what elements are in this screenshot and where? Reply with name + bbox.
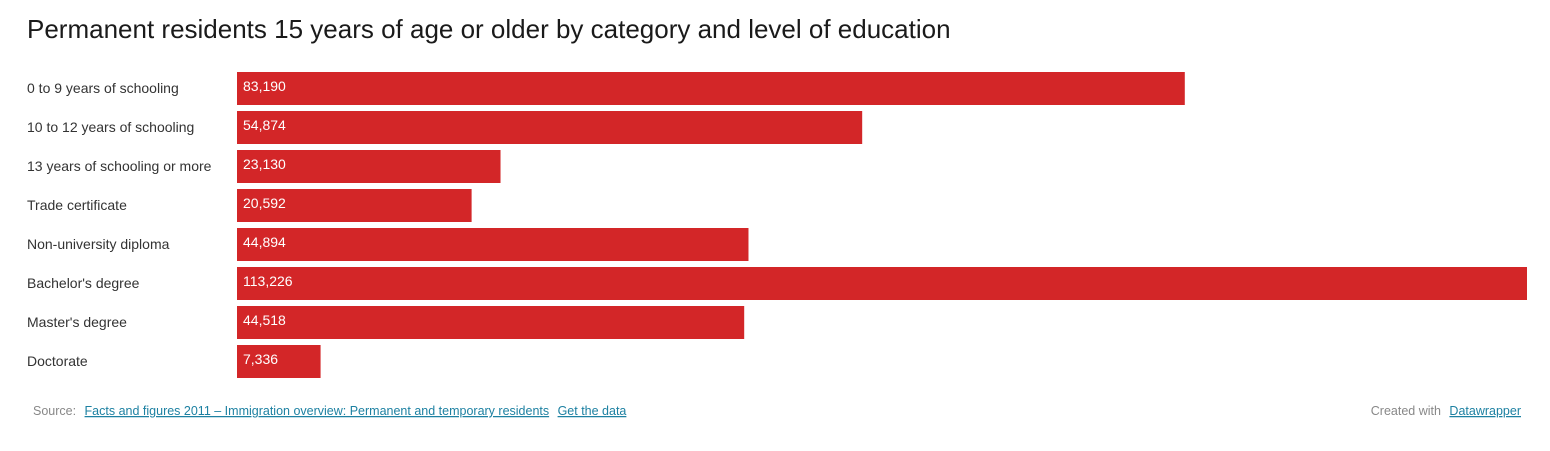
bar [237, 267, 1527, 300]
bar [237, 189, 472, 222]
category-label: 13 years of schooling or more [27, 158, 212, 174]
value-label: 113,226 [243, 273, 293, 289]
category-label: 10 to 12 years of schooling [27, 119, 194, 135]
chart-title: Permanent residents 15 years of age or o… [27, 14, 951, 44]
value-label: 44,894 [243, 234, 286, 250]
value-label: 20,592 [243, 195, 286, 211]
value-label: 54,874 [243, 117, 286, 133]
category-label: Non-university diploma [27, 236, 170, 252]
bar [237, 345, 321, 378]
footer: Source: Facts and figures 2011 – Immigra… [33, 403, 626, 420]
category-label: Bachelor's degree [27, 275, 140, 291]
credit-label: Created with [1371, 404, 1441, 418]
data-link[interactable]: Get the data [558, 404, 627, 418]
category-label: Master's degree [27, 314, 127, 330]
value-label: 83,190 [243, 78, 286, 94]
source-link[interactable]: Facts and figures 2011 – Immigration ove… [85, 404, 550, 418]
bar [237, 111, 863, 144]
value-label: 7,336 [243, 351, 278, 367]
credit: Created with Datawrapper [1371, 403, 1521, 420]
bar [237, 150, 501, 183]
value-label: 23,130 [243, 156, 286, 172]
credit-link[interactable]: Datawrapper [1449, 404, 1521, 418]
category-label: 0 to 9 years of schooling [27, 80, 179, 96]
bar [237, 228, 749, 261]
category-label: Doctorate [27, 353, 88, 369]
bar [237, 306, 745, 339]
bar [237, 72, 1185, 105]
category-label: Trade certificate [27, 197, 127, 213]
value-label: 44,518 [243, 312, 286, 328]
source-label: Source: [33, 404, 76, 418]
